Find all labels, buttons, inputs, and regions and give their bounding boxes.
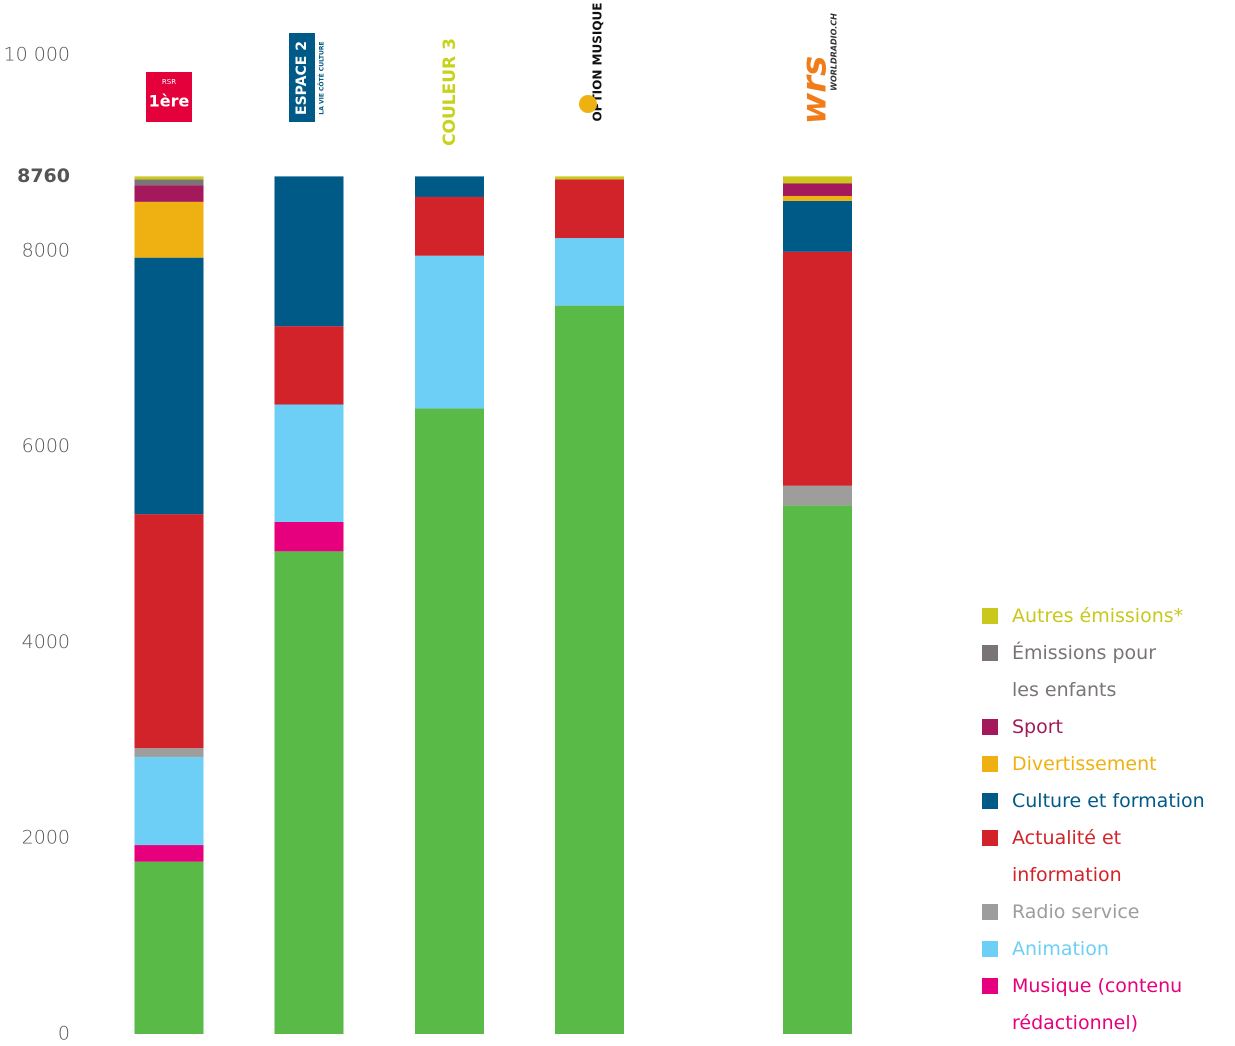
bar-segment: [783, 200, 852, 252]
bar-segment: [274, 404, 344, 522]
bar-segment: [134, 756, 204, 846]
logo-text: 1ère: [149, 92, 190, 111]
bar-segment: [555, 305, 624, 1034]
bar-segment: [555, 179, 624, 239]
bar-segment: [274, 176, 344, 327]
logo: [289, 33, 315, 122]
legend-item: Émissions pour les enfants: [982, 635, 1162, 709]
y-tick-label: 10 000: [4, 44, 70, 66]
legend-label: Divertissement: [1012, 753, 1157, 775]
legend-item: Animation: [982, 931, 1232, 968]
bar-segment: [783, 251, 852, 486]
legend-swatch: [982, 978, 998, 994]
legend-swatch: [982, 793, 998, 809]
bar-segment: [415, 176, 484, 197]
bar-segment: [134, 514, 204, 749]
logo-text: COULEUR 3: [440, 38, 460, 146]
bar-segment: [415, 255, 484, 409]
logo: [579, 95, 597, 113]
bar-segment: [134, 748, 204, 757]
legend-swatch: [982, 756, 998, 772]
logo-tagline: RSR: [162, 78, 176, 86]
y-tick-label: 4000: [22, 631, 70, 653]
bar-segment: [555, 238, 624, 306]
bar-segment: [134, 185, 204, 202]
legend-label: Musique (contenu rédactionnel): [1012, 975, 1183, 1034]
legend-label: Animation: [1012, 938, 1109, 960]
legend-label: Sport: [1012, 716, 1064, 738]
logo-text: OPTION MUSIQUE: [591, 2, 605, 121]
legend-item: Musique (Suisa): [982, 1042, 1232, 1046]
legend-swatch: [982, 830, 998, 846]
legend: Autres émissions* Émissions pour les enfa…: [982, 598, 1232, 1046]
logo-tagline: LA VIE CÔTÉ CULTURE: [318, 41, 326, 114]
y-tick-label: 2000: [22, 827, 70, 849]
bar-segment: [415, 196, 484, 256]
bar-segment: [783, 176, 852, 184]
bar-segment: [783, 183, 852, 196]
legend-item: Culture et formation: [982, 783, 1232, 820]
legend-item: Divertissement: [982, 746, 1232, 783]
bar-segment: [783, 505, 852, 1035]
bar-segment: [274, 521, 344, 552]
legend-item: Actualité et information: [982, 820, 1232, 894]
legend-label: Culture et formation: [1012, 790, 1205, 812]
logo-text: ESPACE 2: [294, 41, 310, 115]
bar-segment: [134, 861, 204, 1034]
bar-segment: [783, 485, 852, 506]
legend-item: Radio service: [982, 894, 1232, 931]
legend-item: Sport: [982, 709, 1232, 746]
bar-segment: [274, 326, 344, 405]
logo-tagline: WORLDRADIO.CH: [830, 13, 839, 91]
legend-swatch: [982, 904, 998, 920]
legend-label: Actualité et information: [1012, 827, 1122, 886]
legend-swatch: [982, 719, 998, 735]
bar-segment: [134, 176, 204, 180]
legend-swatch: [982, 608, 998, 624]
logo-text: wrs: [795, 56, 835, 124]
bar-segment: [134, 257, 204, 515]
legend-item: Musique (contenu rédactionnel): [982, 968, 1187, 1042]
legend-label: Autres émissions*: [1012, 605, 1184, 627]
bar-segment: [134, 201, 204, 258]
bar-segment: [415, 408, 484, 1034]
bar-segment: [134, 179, 204, 186]
bar-segment: [555, 176, 624, 180]
legend-item: Autres émissions*: [982, 598, 1232, 635]
logo: [146, 72, 192, 122]
y-tick-label: 8000: [22, 239, 70, 261]
legend-swatch: [982, 941, 998, 957]
y-tick-label: 6000: [22, 435, 70, 457]
bar-segment: [783, 195, 852, 201]
bar-segment: [274, 551, 344, 1034]
legend-label: Émissions pour les enfants: [1012, 642, 1157, 701]
bar-segment: [134, 845, 204, 862]
legend-swatch: [982, 645, 998, 661]
y-tick-label: 8760: [17, 165, 70, 187]
legend-label: Radio service: [1012, 901, 1140, 923]
y-tick-label: 0: [58, 1023, 70, 1045]
